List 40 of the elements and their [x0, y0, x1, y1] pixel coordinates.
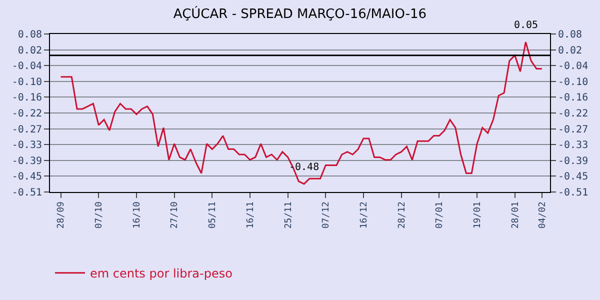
- y-tick-label: -0.45: [12, 172, 42, 183]
- y2-tick-label: 0.02: [558, 45, 582, 56]
- y-tick-label: -0.10: [12, 76, 42, 88]
- legend-label: em cents por libra-peso: [90, 266, 232, 281]
- chart-title: AÇÚCAR - SPREAD MARÇO-16/MAIO-16: [173, 5, 427, 22]
- x-tick-label: 07/10: [94, 202, 105, 229]
- x-tick-label: 04/02: [538, 202, 548, 229]
- x-tick-label: 28/12: [397, 202, 408, 229]
- y2-tick-label: 0.08: [558, 30, 582, 40]
- x-tick-label: 27/10: [170, 202, 180, 229]
- data-label: 0.05: [514, 20, 538, 31]
- x-tick-label: 25/11: [284, 202, 294, 229]
- y-tick-label: -0.04: [12, 61, 42, 72]
- y-tick-label: 0.08: [18, 30, 42, 40]
- x-tick-label: 19/01: [472, 202, 483, 229]
- y2-tick-label: -0.22: [558, 108, 588, 120]
- y2-tick-label: -0.04: [558, 61, 588, 72]
- x-tick-label: 16/11: [246, 202, 256, 229]
- y-tick-label: -0.27: [12, 124, 42, 136]
- y2-tick-label: -0.10: [558, 76, 588, 88]
- y-tick-label: -0.16: [12, 92, 42, 104]
- y-tick-label: -0.22: [12, 108, 42, 120]
- y2-tick-label: -0.27: [558, 124, 588, 136]
- x-tick-label: 07/01: [435, 202, 446, 229]
- y2-tick-label: -0.16: [558, 92, 588, 104]
- y2-tick-label: -0.51: [558, 188, 588, 198]
- y-tick-label: -0.39: [12, 156, 42, 167]
- x-tick-label: 28/09: [56, 202, 67, 229]
- x-tick-label: 05/11: [208, 202, 218, 229]
- x-tick-label: 07/12: [322, 202, 332, 229]
- y2-tick-label: -0.39: [558, 156, 588, 167]
- y-tick-label: -0.51: [12, 188, 42, 198]
- line-series: [60, 41, 543, 185]
- y2-tick-label: -0.45: [558, 172, 588, 183]
- x-tick-label: 16/12: [359, 202, 370, 229]
- y2-tick-label: -0.33: [558, 140, 588, 152]
- x-tick-label: 16/10: [132, 202, 142, 229]
- x-tick-label: 28/01: [510, 202, 521, 229]
- y-tick-label: -0.33: [12, 140, 42, 152]
- y-tick-label: 0.02: [18, 45, 42, 56]
